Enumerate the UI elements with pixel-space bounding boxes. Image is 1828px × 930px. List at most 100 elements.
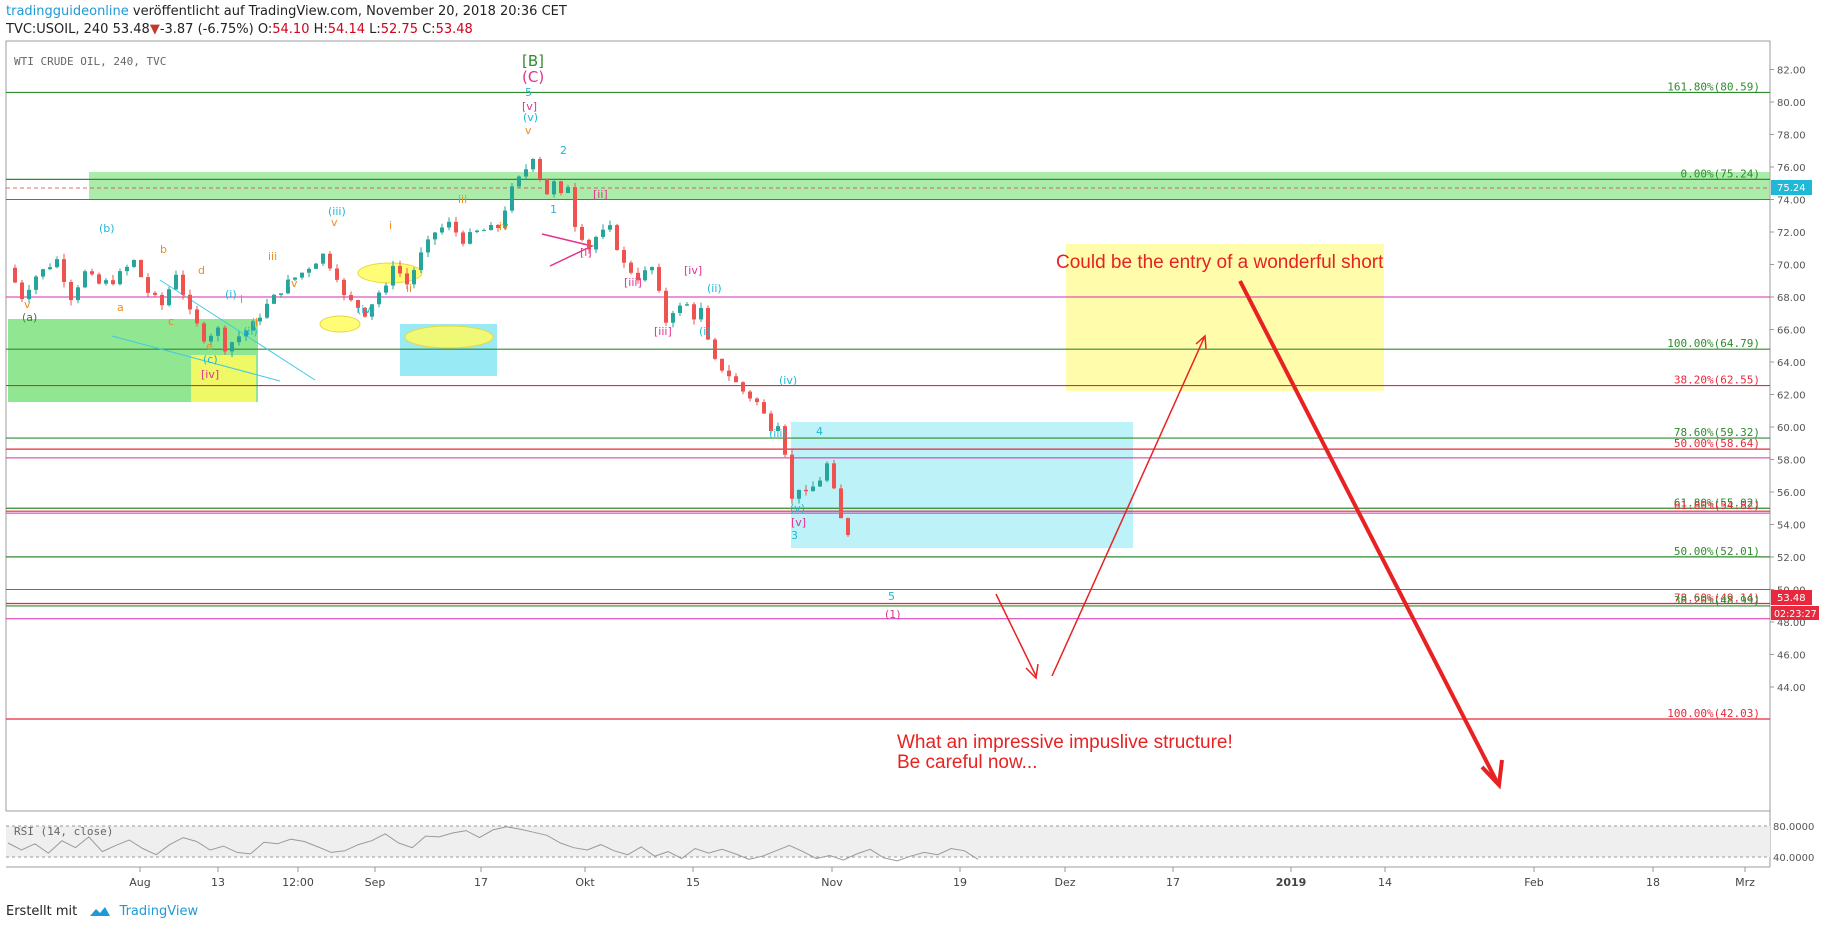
x-tick-label-4: 17 [474,876,488,889]
fib-level-label-1: 0.00%(75.24) [1681,167,1760,180]
current-price-badge [1771,590,1812,605]
wave-label-24: b [160,243,167,256]
wedge-pattern [159,279,316,381]
fib-level-label-10: 38.20%(48.99) [1674,594,1760,607]
publish-info: veröffentlicht auf TradingView.com, Nove… [132,4,567,19]
candle-body [573,187,577,227]
created-with: Erstellt mit [6,904,78,919]
candle-body [692,304,696,320]
wave-label-0: [B] [522,52,544,70]
candle-body [503,210,507,229]
y-tick-label-18: 46.00 [1777,651,1806,662]
wave-label-3: [v] [522,100,537,113]
candle-body [13,267,17,283]
wave-label-18: (v) [790,502,805,515]
candle-body [41,269,45,277]
wave-label-12: (ii) [707,282,722,295]
candle-body [594,236,598,250]
candle-body [188,294,192,310]
candle-body [762,402,766,414]
wave-label-20: 3 [791,529,798,542]
y-tick-label-9: 64.00 [1777,358,1806,369]
fib-level-label-4: 78.60%(59.32) [1674,426,1760,439]
candle-body [55,259,59,268]
wave-label-17: (iii) [769,427,787,440]
wave-label-43: ii [406,282,412,295]
candle-body [531,158,535,170]
x-tick-label-8: 19 [953,876,967,889]
y-tick-label-4: 74.00 [1777,196,1806,207]
x-tick-label-7: Nov [821,876,843,889]
candle-body [153,292,157,295]
price-change: -3.87 (-6.75%) [159,22,254,37]
wave-label-31: i [240,293,243,306]
candle-body [580,226,584,240]
y-tick-label-15: 52.00 [1777,553,1806,564]
y-tick-label-6: 70.00 [1777,261,1806,272]
candle-body [167,289,171,306]
candle-body [839,488,843,519]
fib-level-label-8: 50.00%(52.01) [1674,545,1760,558]
candle-body [510,186,514,211]
symbol-header: TVC:USOIL, 240 53.48▼-3.87 (-6.75%) O:54… [6,22,473,37]
tradingview-link[interactable]: TradingView [119,904,199,919]
candle-body [454,221,458,233]
wave-label-33: (ii) [243,325,258,338]
current-price-text: 53.48 [1777,593,1806,604]
candle-body [335,268,339,280]
wave-label-13: [iii] [654,325,672,338]
candle-body [27,289,31,300]
yellow-zone-left [191,355,256,402]
candle-body [636,272,640,281]
candle-body [426,239,430,253]
candle-body [300,272,304,278]
down-arrow-icon: ▼ [149,22,160,37]
author-link[interactable]: tradingguideonline [6,4,129,19]
x-tick-label-13: Feb [1524,876,1543,889]
wave-label-1: (C) [522,68,544,86]
level-badge-75-text: 75.24 [1777,183,1806,194]
wave-label-8: [ii] [593,188,608,201]
arrow-down-big-head [1480,759,1504,790]
candle-body [202,323,206,342]
candle-body [713,339,717,359]
candle-body [69,281,73,301]
candle-body [846,518,850,536]
candle-body [356,300,360,308]
fib-level-label-9: 78.60%(49.14) [1674,591,1760,604]
candle-body [622,249,626,263]
wave-label-16: 4 [816,425,823,438]
candle-body [104,280,108,284]
candle-body [552,181,556,195]
candle-body [790,454,794,499]
wave-label-2: 5 [525,86,532,99]
chart-title: WTI CRUDE OIL, 240, TVC [14,55,166,68]
candle-body [272,294,276,304]
x-tick-label-9: Dez [1054,876,1075,889]
wave-label-34: e [206,340,213,353]
candle-body [650,267,654,271]
candle-body [748,391,752,399]
candle-body [559,181,563,193]
annotation-short-entry: Could be the entry of a wonderful short [1056,252,1384,273]
candle-body [83,271,87,288]
candle-body [342,279,346,296]
wave-label-29: c [168,315,174,328]
candle-body [223,327,227,352]
x-tick-label-0: Aug [129,876,150,889]
candle-body [825,463,829,481]
candle-body [118,271,122,285]
wave-label-35: (c) [203,353,218,366]
candle-body [195,309,199,324]
candle-body [832,463,836,489]
candle-body [209,335,213,342]
candle-body [146,277,150,293]
wave-label-32: ii [252,316,258,329]
candle-body [216,327,220,336]
candle-body [307,268,311,273]
candle-body [475,230,479,233]
wave-label-41: (iv) [357,303,375,316]
candle-body [111,280,115,285]
candle-body [643,270,647,281]
x-tick-label-5: Okt [575,876,595,889]
